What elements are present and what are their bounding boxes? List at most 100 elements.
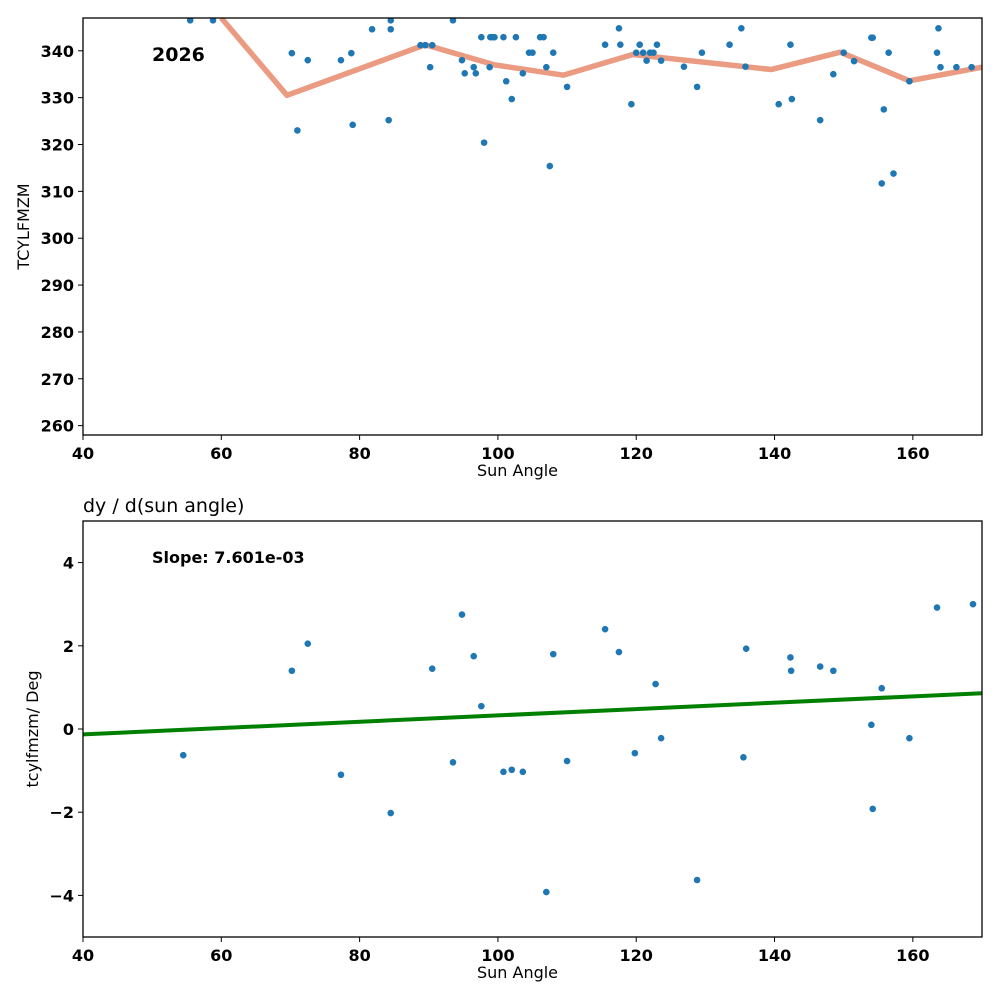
data-point [953,63,960,71]
top-plot: 40 60 80 100 120 140 160 260 270 280 290 300 310 320… [14,17,983,480]
data-point [740,753,747,761]
y-tick-label: 2 [63,637,74,656]
data-point [657,57,665,64]
data-point [563,757,571,765]
x-tick-label: 140 [758,444,791,463]
top-scatter-points [186,18,975,187]
data-point [179,751,187,759]
slope-annotation: Slope: 7.601e-03 [152,548,305,567]
data-point [693,83,701,91]
data-point [878,684,886,692]
y-tick-label: 300 [41,229,74,248]
data-point [478,33,485,41]
data-point [869,34,877,41]
data-point [968,63,975,71]
data-point [885,49,892,56]
x-tick-label: 160 [896,946,929,965]
data-point [650,49,657,56]
x-tick-label: 140 [758,946,791,965]
data-point [348,49,355,57]
data-point [543,888,550,896]
top-year-annotation: 2026 [152,44,205,66]
data-point [546,162,554,170]
data-point [890,170,897,177]
data-point [502,77,510,85]
x-tick-label: 60 [210,946,232,965]
data-point [470,652,478,660]
data-point [491,33,498,41]
data-point [209,18,217,24]
data-point [830,667,837,675]
data-point [615,25,623,32]
data-point [543,63,550,71]
fit-line [83,691,982,737]
y-tick-label: 0 [63,720,74,739]
data-point [652,680,659,688]
data-point [337,56,345,64]
data-point [304,640,312,648]
x-tick-label: 80 [348,946,370,965]
bottom-scatter-points [179,600,977,896]
data-point [449,18,457,24]
data-point [698,49,706,56]
data-point [508,95,516,103]
data-point [601,41,609,49]
data-point [304,56,312,64]
data-point [470,63,478,71]
x-tick-label: 40 [72,444,94,463]
data-point [387,25,395,33]
data-point [549,650,557,658]
data-point [617,41,624,49]
data-point [428,41,436,49]
data-point [906,734,913,742]
data-point [428,665,436,672]
data-point [449,758,457,766]
data-point [615,648,623,656]
y-tick-label: 260 [41,417,74,436]
data-point [540,33,547,41]
x-tick-label: 100 [481,946,514,965]
data-point [486,63,493,71]
data-point [738,25,745,32]
data-point [563,83,571,91]
bottom-plot-title: dy / d(sun angle) [83,495,244,517]
bottom-x-ticks: 40 60 80 100 120 140 160 [72,937,930,965]
x-tick-label: 120 [620,946,653,965]
data-point [294,127,301,134]
data-point [508,766,516,774]
bottom-fit-line-layer [83,691,982,737]
data-point [422,41,429,49]
data-point [816,663,824,670]
data-point [461,69,469,77]
bottom-y-axis-label: tcylfmzm/ Deg [23,671,42,788]
data-point [657,734,665,742]
data-point [788,95,796,103]
data-point [935,25,942,32]
data-point [288,49,296,57]
data-point [601,625,609,633]
data-point [880,106,888,113]
data-point [549,49,557,56]
data-point [933,49,941,56]
data-point [878,180,886,187]
data-point [631,749,639,757]
y-tick-label: −2 [49,803,74,822]
data-point [458,56,466,64]
data-point [693,876,701,884]
data-point [869,805,877,813]
data-point [969,600,977,608]
y-tick-label: 320 [41,136,74,155]
data-point [636,41,643,49]
data-point [840,49,847,56]
data-point [933,604,941,611]
top-x-ticks: 40 60 80 100 120 140 160 [72,435,930,463]
x-tick-label: 80 [348,444,370,463]
data-point [850,57,858,65]
data-point [458,611,466,618]
x-tick-label: 120 [620,444,653,463]
y-tick-label: 330 [41,89,74,108]
trend-line [219,18,982,99]
data-point [480,139,488,146]
x-tick-label: 40 [72,946,94,965]
